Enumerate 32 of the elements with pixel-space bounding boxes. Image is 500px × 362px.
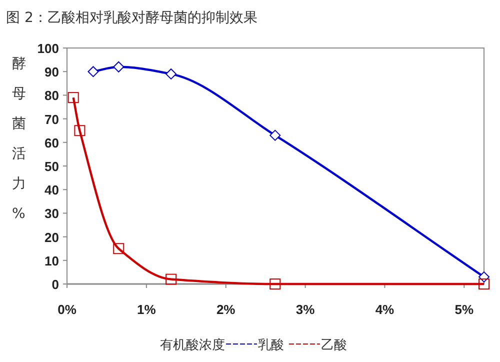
y-axis-title: 酵母菌活力 % [12, 56, 26, 222]
y-tick-label: 60 [44, 135, 59, 150]
chart-title: 图 2：乙酸相对乳酸对酵母菌的抑制效果 [6, 10, 258, 26]
point [166, 68, 177, 80]
y-tick-label: 70 [44, 112, 59, 127]
y-tick-label: 0 [52, 277, 59, 292]
x-tick-label: 5% [454, 302, 474, 317]
point [113, 61, 124, 72]
x-tick-label: 3% [296, 302, 316, 317]
point [113, 243, 124, 254]
point [270, 278, 281, 290]
y-tick-label: 100 [37, 41, 59, 56]
y-tick-label: 30 [44, 206, 59, 222]
y-tick-label: 40 [44, 182, 59, 198]
point [478, 278, 490, 290]
point [88, 66, 99, 78]
point [74, 125, 86, 136]
point [270, 130, 281, 141]
x-tick-label: 4% [375, 302, 395, 317]
legend-label: 乳酸 [258, 338, 284, 353]
y-tick-label: 50 [44, 159, 59, 174]
y-tick-label: 80 [44, 88, 59, 104]
x-axis-title: 有机酸浓度 [160, 337, 225, 353]
point [166, 274, 177, 285]
legend-label: 乙酸 [321, 338, 347, 353]
x-tick-label: 1% [137, 302, 156, 317]
y-tick-label: 90 [44, 64, 59, 80]
y-tick-label: 10 [44, 253, 59, 268]
point [68, 92, 79, 104]
x-tick-label: 0% [58, 302, 77, 317]
x-tick-label: 2% [216, 302, 236, 317]
y-tick-label: 20 [44, 230, 59, 245]
